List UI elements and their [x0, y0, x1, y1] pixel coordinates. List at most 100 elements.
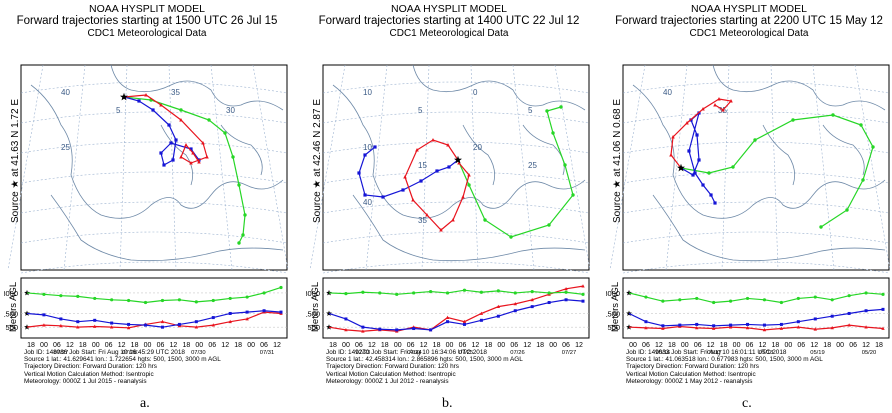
time-tick-label: 06 [459, 342, 467, 349]
green-height-marker [279, 285, 283, 290]
coastline [632, 84, 886, 219]
green-trajectory-path [457, 106, 574, 238]
green-trajectory-path [123, 96, 246, 244]
latitude-line [622, 141, 890, 154]
latitude-line [322, 261, 590, 274]
blue-height-marker [746, 322, 750, 326]
red-trajectory-marker [439, 228, 443, 232]
graticule-label: 40 [363, 198, 372, 207]
green-height-marker [361, 290, 365, 294]
height-frame [322, 277, 590, 339]
green-trajectory-marker [707, 171, 711, 175]
coastline [30, 84, 284, 219]
panel-title3: CDC1 Meteorological Data [87, 28, 207, 39]
red-height-marker [762, 327, 767, 332]
green-height-marker [513, 291, 517, 295]
blue-height-marker [729, 323, 733, 327]
green-height-marker [779, 300, 783, 305]
latitude-line [322, 111, 590, 124]
blue-height-marker [395, 328, 399, 332]
latitude-line [322, 201, 590, 214]
blue-trajectory-marker [174, 138, 178, 142]
green-height-marker [813, 295, 817, 299]
time-tick-label: 06 [105, 342, 113, 349]
run-info-line: Job ID: 148086 Job Start: Fri Aug 10 16:… [24, 349, 185, 356]
time-tick-label: 12 [523, 342, 531, 349]
graticule-label: 40 [61, 88, 70, 97]
graticule-label: 0 [473, 88, 478, 97]
time-tick-label: 18 [433, 342, 441, 349]
red-height-marker [864, 325, 868, 329]
height-tick-label: 500 [607, 323, 620, 332]
red-height-marker [779, 326, 784, 330]
green-height-marker [462, 288, 467, 292]
time-tick-label: 00 [836, 342, 844, 349]
time-tick-label: 12 [759, 342, 767, 349]
green-height-marker [127, 298, 131, 303]
green-height-marker [496, 289, 500, 293]
coastline [412, 64, 586, 111]
blue-trajectory-marker [697, 158, 701, 162]
run-info-line: Vertical Motion Calculation Method: Isen… [326, 370, 456, 378]
red-trajectory-marker [179, 118, 183, 122]
green-trajectory-marker [871, 145, 875, 149]
panel-b: NOAA HYSPLIT MODEL Forward trajectories s… [306, 0, 592, 413]
source-star-icon [677, 163, 685, 172]
run-info-line: Meteorology: 0000Z 1 Jul 2012 - reanalys… [326, 377, 449, 385]
time-tick-label: 06 [694, 342, 702, 349]
trajectory-map: 10 5 0 5 10 15 20 25 40 35 [309, 64, 591, 274]
blue-trajectory-marker [709, 193, 713, 197]
blue-height-marker [110, 321, 114, 325]
height-tick-label: 1500 [4, 309, 18, 318]
latitude-line [20, 261, 288, 274]
red-height-marker [228, 319, 232, 324]
red-height-marker [109, 325, 114, 329]
blue-height-series [328, 299, 584, 331]
height-tick-label: 1500 [606, 309, 620, 318]
time-tick-label: 00 [394, 342, 402, 349]
panel-title1: NOAA HYSPLIT MODEL [391, 3, 507, 15]
blue-height-marker [496, 314, 500, 318]
panel-title1: NOAA HYSPLIT MODEL [89, 3, 205, 15]
green-trajectory-marker [791, 118, 795, 122]
blue-height-marker [564, 298, 568, 302]
time-tick-label: 18 [381, 342, 389, 349]
blue-height-marker [813, 317, 817, 321]
blue-height-marker [830, 314, 834, 318]
blue-trajectory-marker [419, 179, 423, 183]
map-frame [322, 64, 590, 271]
red-height-marker [695, 325, 699, 330]
blue-height-series [26, 310, 282, 328]
start-height-star-icon [626, 310, 632, 316]
time-tick-label: 06 [208, 342, 216, 349]
trajectory-figure: 4035300015005003000200010000006121800061… [606, 64, 891, 356]
red-trajectory-marker [425, 213, 429, 217]
green-height-marker [143, 300, 148, 305]
green-trajectory-marker [231, 155, 235, 159]
time-tick-label: 00 [144, 342, 152, 349]
green-trajectory-marker [223, 131, 227, 135]
time-tick-label: 00 [40, 342, 48, 349]
red-trajectory-marker [669, 153, 673, 157]
red-trajectory-marker [457, 161, 461, 165]
green-trajectory-marker [237, 183, 241, 187]
blue-height-marker [245, 310, 249, 314]
panel-title2: Forward trajectories starting at 1500 UT… [16, 15, 278, 27]
blue-height-marker [847, 311, 851, 315]
blue-height-marker [262, 309, 266, 313]
blue-height-marker [864, 309, 868, 313]
blue-height-marker [462, 322, 466, 326]
time-tick-label: 12 [273, 342, 281, 349]
time-tick-label: 18 [536, 342, 544, 349]
coastline [822, 124, 865, 176]
coastline [462, 124, 496, 186]
time-tick-label: 18 [875, 342, 883, 349]
time-tick-label: 06 [562, 342, 570, 349]
date-tick-label: 07/30 [191, 350, 206, 356]
graticule-label: 15 [418, 161, 427, 170]
latitude-line [322, 171, 590, 184]
blue-height-marker [429, 328, 433, 332]
blue-height-marker [661, 324, 665, 328]
blue-height-marker [76, 320, 80, 324]
green-height-marker [881, 292, 885, 296]
